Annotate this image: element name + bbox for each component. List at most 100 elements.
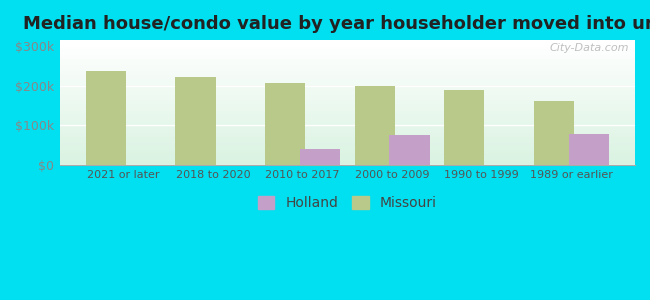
Bar: [60, 151, 635, 152]
Bar: [60, 129, 635, 130]
Bar: [60, 142, 635, 144]
Bar: [60, 84, 635, 85]
Bar: [60, 90, 635, 91]
Bar: [60, 111, 635, 112]
Bar: [60, 130, 635, 131]
Bar: [60, 100, 635, 101]
Bar: [569, 134, 609, 165]
Bar: [60, 161, 635, 162]
Text: City-Data.com: City-Data.com: [550, 43, 629, 52]
Bar: [60, 145, 635, 146]
Bar: [60, 61, 635, 63]
Bar: [444, 90, 484, 165]
Bar: [60, 118, 635, 119]
Bar: [60, 91, 635, 92]
Bar: [60, 74, 635, 75]
Bar: [60, 78, 635, 79]
Bar: [60, 92, 635, 94]
Bar: [60, 160, 635, 161]
Bar: [534, 101, 574, 165]
Bar: [60, 115, 635, 116]
Bar: [60, 51, 635, 52]
Bar: [60, 164, 635, 165]
Bar: [60, 85, 635, 86]
Bar: [60, 44, 635, 45]
Bar: [60, 101, 635, 103]
Bar: [60, 40, 635, 41]
Bar: [60, 99, 635, 100]
Bar: [60, 103, 635, 104]
Bar: [60, 155, 635, 156]
Bar: [60, 122, 635, 124]
Bar: [60, 71, 635, 73]
Bar: [60, 70, 635, 71]
Bar: [60, 65, 635, 66]
Bar: [354, 86, 395, 165]
Bar: [60, 110, 635, 111]
Bar: [60, 69, 635, 70]
Bar: [60, 119, 635, 120]
Bar: [60, 96, 635, 98]
Bar: [60, 139, 635, 140]
Bar: [60, 134, 635, 135]
Bar: [60, 150, 635, 151]
Bar: [60, 104, 635, 105]
Bar: [60, 114, 635, 115]
Bar: [60, 120, 635, 121]
Bar: [60, 154, 635, 155]
Bar: [60, 98, 635, 99]
Bar: [60, 149, 635, 150]
Bar: [60, 95, 635, 96]
Bar: [60, 60, 635, 61]
Bar: [300, 149, 340, 165]
Bar: [60, 159, 635, 160]
Bar: [60, 86, 635, 88]
Bar: [60, 148, 635, 149]
Bar: [60, 41, 635, 43]
Legend: Holland, Missouri: Holland, Missouri: [257, 196, 437, 210]
Bar: [60, 146, 635, 148]
Bar: [60, 112, 635, 114]
Bar: [60, 152, 635, 154]
Bar: [60, 125, 635, 126]
Bar: [60, 63, 635, 64]
Bar: [60, 88, 635, 89]
Bar: [60, 144, 635, 145]
Bar: [60, 82, 635, 84]
Bar: [60, 121, 635, 122]
Bar: [60, 107, 635, 109]
Bar: [265, 83, 306, 165]
Bar: [60, 64, 635, 65]
Bar: [60, 73, 635, 74]
Bar: [60, 49, 635, 50]
Bar: [60, 48, 635, 49]
Bar: [60, 68, 635, 69]
Title: Median house/condo value by year householder moved into unit: Median house/condo value by year househo…: [23, 15, 650, 33]
Bar: [60, 133, 635, 134]
Bar: [60, 89, 635, 90]
Bar: [60, 136, 635, 137]
Bar: [60, 140, 635, 141]
Bar: [60, 52, 635, 54]
Bar: [60, 54, 635, 55]
Bar: [60, 45, 635, 46]
Bar: [60, 46, 635, 48]
Bar: [60, 137, 635, 139]
Bar: [60, 80, 635, 81]
Bar: [60, 58, 635, 59]
Bar: [60, 105, 635, 106]
Bar: [60, 59, 635, 60]
Bar: [176, 77, 216, 165]
Bar: [60, 128, 635, 129]
Bar: [60, 55, 635, 56]
Bar: [60, 116, 635, 118]
Bar: [60, 81, 635, 83]
Bar: [60, 76, 635, 78]
Bar: [60, 43, 635, 44]
Bar: [60, 50, 635, 51]
Bar: [60, 56, 635, 58]
Bar: [60, 135, 635, 136]
Bar: [60, 106, 635, 107]
Bar: [60, 158, 635, 159]
Bar: [86, 70, 126, 165]
